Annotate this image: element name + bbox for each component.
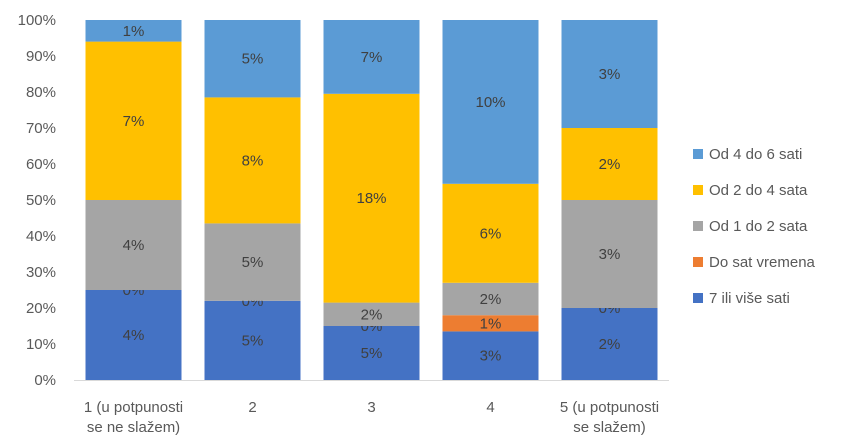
data-label: 6%: [480, 225, 502, 242]
y-tick-label: 70%: [26, 120, 56, 137]
bar-segment: [323, 20, 420, 94]
bar-segment: [85, 290, 182, 380]
y-tick-label: 60%: [26, 156, 56, 173]
bar-segment: [442, 183, 539, 283]
data-label: 18%: [356, 190, 386, 207]
legend-swatch: [693, 149, 703, 159]
bar-segment: [85, 41, 182, 200]
bar-segment: [323, 93, 420, 303]
legend-label: Od 4 do 6 sati: [709, 146, 802, 163]
data-label: 5%: [242, 51, 264, 68]
bar-segment: [442, 331, 539, 380]
data-label: 7%: [361, 49, 383, 66]
data-label: 3%: [599, 246, 621, 263]
data-label: 4%: [123, 327, 145, 344]
data-label: 3%: [599, 66, 621, 83]
data-label: 10%: [475, 94, 505, 111]
y-tick-label: 100%: [18, 12, 56, 29]
data-label: 8%: [242, 152, 264, 169]
bar-segment: [561, 308, 658, 380]
data-label: 5%: [361, 345, 383, 362]
x-category-label: se ne slažem): [87, 419, 180, 436]
data-label: 7%: [123, 113, 145, 130]
bar-segment: [204, 223, 301, 301]
bar-segment: [442, 315, 539, 332]
y-tick-label: 90%: [26, 48, 56, 65]
bar-segment: [204, 300, 301, 380]
bar-segment: [442, 20, 539, 184]
x-category-label: se slažem): [573, 419, 646, 436]
bar-segment: [204, 97, 301, 224]
x-category-label: 5 (u potpunosti: [560, 399, 659, 416]
data-label: 5%: [242, 254, 264, 271]
bar-segment: [323, 326, 420, 380]
y-tick-label: 10%: [26, 336, 56, 353]
bar-segment: [85, 200, 182, 290]
x-category-label: 2: [248, 399, 256, 416]
bar-segment: [561, 200, 658, 308]
x-category-label: 1 (u potpunosti: [84, 399, 183, 416]
bar-segment: [442, 282, 539, 316]
data-label: 1%: [480, 315, 502, 332]
y-tick-label: 80%: [26, 84, 56, 101]
y-tick-label: 30%: [26, 264, 56, 281]
bar-segment: [204, 20, 301, 98]
data-label: 3%: [480, 348, 502, 365]
legend-swatch: [693, 221, 703, 231]
data-label: 4%: [123, 237, 145, 254]
x-category-label: 4: [486, 399, 494, 416]
data-label: 2%: [599, 336, 621, 353]
y-tick-label: 50%: [26, 192, 56, 209]
data-label: 2%: [599, 156, 621, 173]
legend-label: Od 1 do 2 sata: [709, 218, 808, 235]
bar-segment: [85, 20, 182, 42]
y-tick-label: 0%: [34, 372, 56, 389]
legend-label: Od 2 do 4 sata: [709, 182, 808, 199]
x-category-label: 3: [367, 399, 375, 416]
bar-segment: [323, 302, 420, 326]
data-label: 2%: [361, 306, 383, 323]
data-label: 2%: [480, 291, 502, 308]
legend-swatch: [693, 293, 703, 303]
bar-segment: [561, 20, 658, 128]
bar-segment: [561, 128, 658, 200]
legend-swatch: [693, 257, 703, 267]
legend-label: 7 ili više sati: [709, 290, 790, 307]
data-label: 5%: [242, 332, 264, 349]
y-tick-label: 40%: [26, 228, 56, 245]
y-tick-label: 20%: [26, 300, 56, 317]
legend-label: Do sat vremena: [709, 254, 816, 271]
data-label: 1%: [123, 23, 145, 40]
legend-swatch: [693, 185, 703, 195]
